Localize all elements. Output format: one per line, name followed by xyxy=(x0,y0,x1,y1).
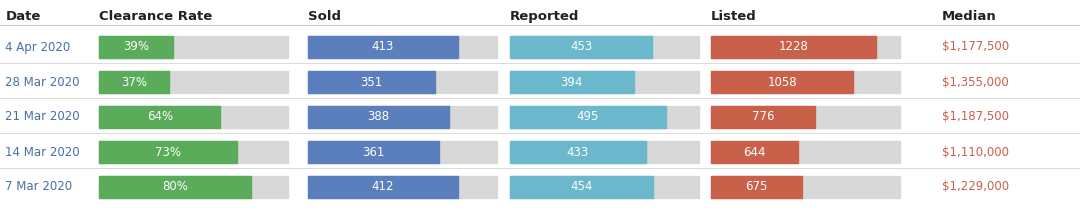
Bar xyxy=(99,36,173,58)
Text: $1,110,000: $1,110,000 xyxy=(942,145,1009,158)
Text: 675: 675 xyxy=(745,180,768,193)
Bar xyxy=(711,176,900,198)
Text: Median: Median xyxy=(942,10,997,23)
Text: 64%: 64% xyxy=(147,111,173,124)
Text: 351: 351 xyxy=(361,75,382,88)
Bar xyxy=(510,141,646,163)
Text: 454: 454 xyxy=(570,180,593,193)
Bar xyxy=(99,141,288,163)
Text: 412: 412 xyxy=(372,180,394,193)
Bar xyxy=(99,176,251,198)
Bar xyxy=(711,141,900,163)
Text: 394: 394 xyxy=(561,75,583,88)
Bar xyxy=(308,176,458,198)
Text: 73%: 73% xyxy=(156,145,181,158)
Text: 7 Mar 2020: 7 Mar 2020 xyxy=(5,180,72,193)
Bar xyxy=(308,176,497,198)
Text: 39%: 39% xyxy=(123,40,149,53)
Text: 1228: 1228 xyxy=(779,40,809,53)
Text: Listed: Listed xyxy=(711,10,756,23)
Bar xyxy=(308,36,497,58)
Text: 361: 361 xyxy=(362,145,384,158)
Bar xyxy=(99,71,288,93)
Bar xyxy=(510,141,699,163)
Text: Sold: Sold xyxy=(308,10,341,23)
Text: 388: 388 xyxy=(367,111,390,124)
Text: 644: 644 xyxy=(743,145,766,158)
Bar xyxy=(711,36,900,58)
Bar xyxy=(510,36,699,58)
Text: 80%: 80% xyxy=(162,180,188,193)
Bar xyxy=(510,176,699,198)
Text: 453: 453 xyxy=(570,40,592,53)
Bar xyxy=(711,106,815,128)
Bar xyxy=(711,141,797,163)
Bar xyxy=(711,71,900,93)
Bar xyxy=(510,36,652,58)
Bar xyxy=(510,106,699,128)
Text: 37%: 37% xyxy=(121,75,147,88)
Bar xyxy=(99,176,288,198)
Text: $1,355,000: $1,355,000 xyxy=(942,75,1009,88)
Text: Reported: Reported xyxy=(510,10,579,23)
Text: $1,187,500: $1,187,500 xyxy=(942,111,1009,124)
Bar xyxy=(99,71,170,93)
Bar xyxy=(99,106,220,128)
Text: 1058: 1058 xyxy=(767,75,797,88)
Bar xyxy=(711,36,877,58)
Bar xyxy=(711,176,801,198)
Text: 14 Mar 2020: 14 Mar 2020 xyxy=(5,145,80,158)
Text: 495: 495 xyxy=(577,111,599,124)
Bar xyxy=(711,71,853,93)
Text: 433: 433 xyxy=(567,145,589,158)
Bar xyxy=(308,141,497,163)
Bar xyxy=(510,71,699,93)
Bar xyxy=(99,36,288,58)
Bar xyxy=(308,106,497,128)
Text: 21 Mar 2020: 21 Mar 2020 xyxy=(5,111,80,124)
Text: 4 Apr 2020: 4 Apr 2020 xyxy=(5,40,70,53)
Bar xyxy=(308,141,438,163)
Bar xyxy=(308,106,449,128)
Text: Date: Date xyxy=(5,10,41,23)
Bar xyxy=(510,106,665,128)
Bar xyxy=(99,106,288,128)
Text: Clearance Rate: Clearance Rate xyxy=(99,10,213,23)
Bar xyxy=(308,36,458,58)
Bar xyxy=(99,141,238,163)
Text: 776: 776 xyxy=(752,111,774,124)
Bar xyxy=(308,71,435,93)
Bar xyxy=(711,106,900,128)
Text: 28 Mar 2020: 28 Mar 2020 xyxy=(5,75,80,88)
Text: $1,177,500: $1,177,500 xyxy=(942,40,1009,53)
Bar xyxy=(510,71,634,93)
Bar xyxy=(308,71,497,93)
Text: 413: 413 xyxy=(372,40,394,53)
Text: $1,229,000: $1,229,000 xyxy=(942,180,1009,193)
Bar xyxy=(510,176,652,198)
